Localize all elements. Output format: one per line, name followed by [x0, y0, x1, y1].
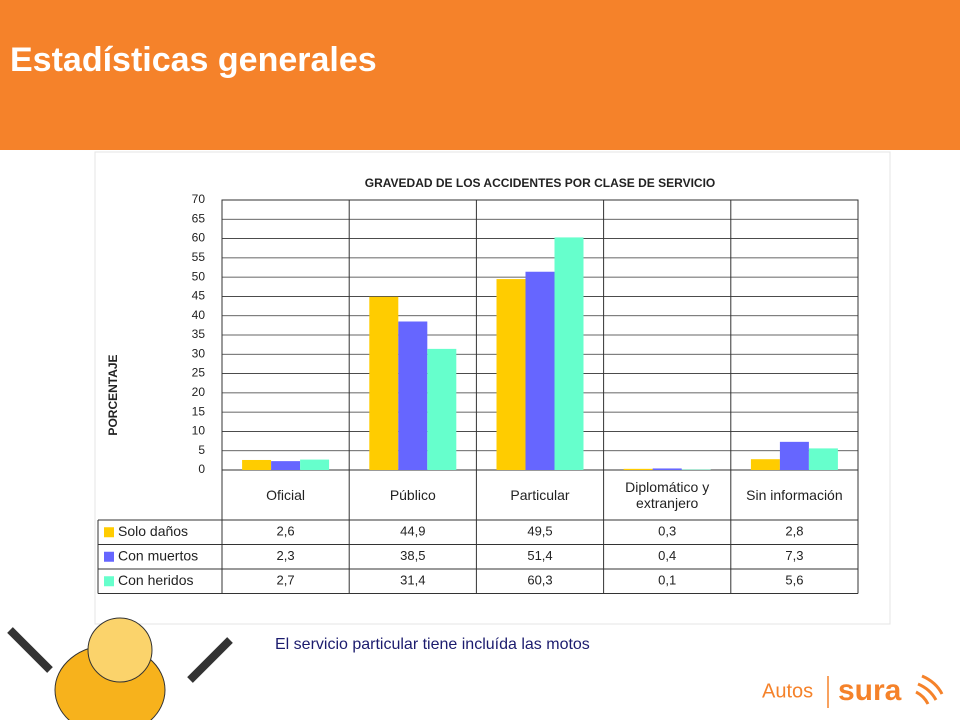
y-axis-label: PORCENTAJE	[106, 354, 120, 435]
x-category: Diplomático y extranjero	[606, 472, 729, 518]
legend-label: Solo daños	[118, 523, 188, 539]
bar	[555, 237, 584, 470]
y-tick-label: 40	[192, 308, 206, 322]
table-value: 0,1	[658, 573, 676, 588]
y-tick-label: 70	[192, 192, 206, 206]
table-value: 0,3	[658, 524, 676, 539]
table-value: 2,8	[785, 524, 803, 539]
y-tick-label: 5	[198, 443, 205, 457]
table-value: 2,3	[277, 548, 295, 563]
bar	[624, 469, 653, 470]
table-value: 2,6	[277, 524, 295, 539]
logo: Autos sura	[762, 674, 942, 708]
legend-swatch	[104, 552, 114, 562]
table-value: 31,4	[400, 573, 425, 588]
slide-title: Estadísticas generales	[10, 41, 377, 79]
mascot-head	[88, 618, 152, 682]
y-tick-label: 35	[192, 327, 206, 341]
table-value: 0,4	[658, 548, 676, 563]
logo-brand: sura	[838, 674, 902, 707]
x-tick-label: Sin información	[733, 472, 856, 518]
bar	[497, 279, 526, 470]
x-category: Particular	[478, 472, 601, 518]
bar	[809, 448, 838, 470]
y-tick-label: 30	[192, 346, 206, 360]
x-category: Público	[351, 472, 474, 518]
x-tick-label: Diplomático y extranjero	[606, 472, 729, 518]
y-tick-label: 0	[198, 462, 205, 476]
y-tick-label: 55	[192, 250, 206, 264]
legend-swatch	[104, 527, 114, 537]
logo-label: Autos	[762, 680, 813, 702]
table-value: 5,6	[785, 573, 803, 588]
table-value: 44,9	[400, 524, 425, 539]
chart-title: GRAVEDAD DE LOS ACCIDENTES POR CLASE DE …	[365, 176, 716, 190]
y-tick-label: 50	[192, 269, 206, 283]
y-tick-label: 60	[192, 231, 206, 245]
bar	[398, 322, 427, 471]
bar	[780, 442, 809, 470]
y-tick-label: 15	[192, 404, 206, 418]
y-tick-label: 45	[192, 289, 206, 303]
table-value: 60,3	[527, 573, 552, 588]
bar	[369, 297, 398, 470]
legend-label: Con heridos	[118, 572, 194, 588]
table-value: 49,5	[527, 524, 552, 539]
y-tick-label: 25	[192, 366, 206, 380]
footnote: El servicio particular tiene incluída la…	[275, 636, 590, 653]
bar	[300, 460, 329, 470]
logo-swoosh	[916, 676, 942, 704]
x-category: Sin información	[733, 472, 856, 518]
mascot	[10, 618, 230, 720]
table-value: 7,3	[785, 548, 803, 563]
bar	[271, 461, 300, 470]
bar	[526, 272, 555, 470]
bar	[427, 349, 456, 470]
x-tick-label: Público	[351, 472, 474, 518]
x-category: Oficial	[224, 472, 347, 518]
x-tick-label: Oficial	[224, 472, 347, 518]
bar	[751, 459, 780, 470]
y-tick-label: 65	[192, 211, 206, 225]
x-tick-label: Particular	[478, 472, 601, 518]
legend-swatch	[104, 576, 114, 586]
table-value: 2,7	[277, 573, 295, 588]
y-tick-label: 10	[192, 424, 206, 438]
bar	[242, 460, 271, 470]
table-value: 38,5	[400, 548, 425, 563]
y-tick-label: 20	[192, 385, 206, 399]
table-value: 51,4	[527, 548, 552, 563]
legend-label: Con muertos	[118, 547, 198, 563]
bar	[653, 468, 682, 470]
